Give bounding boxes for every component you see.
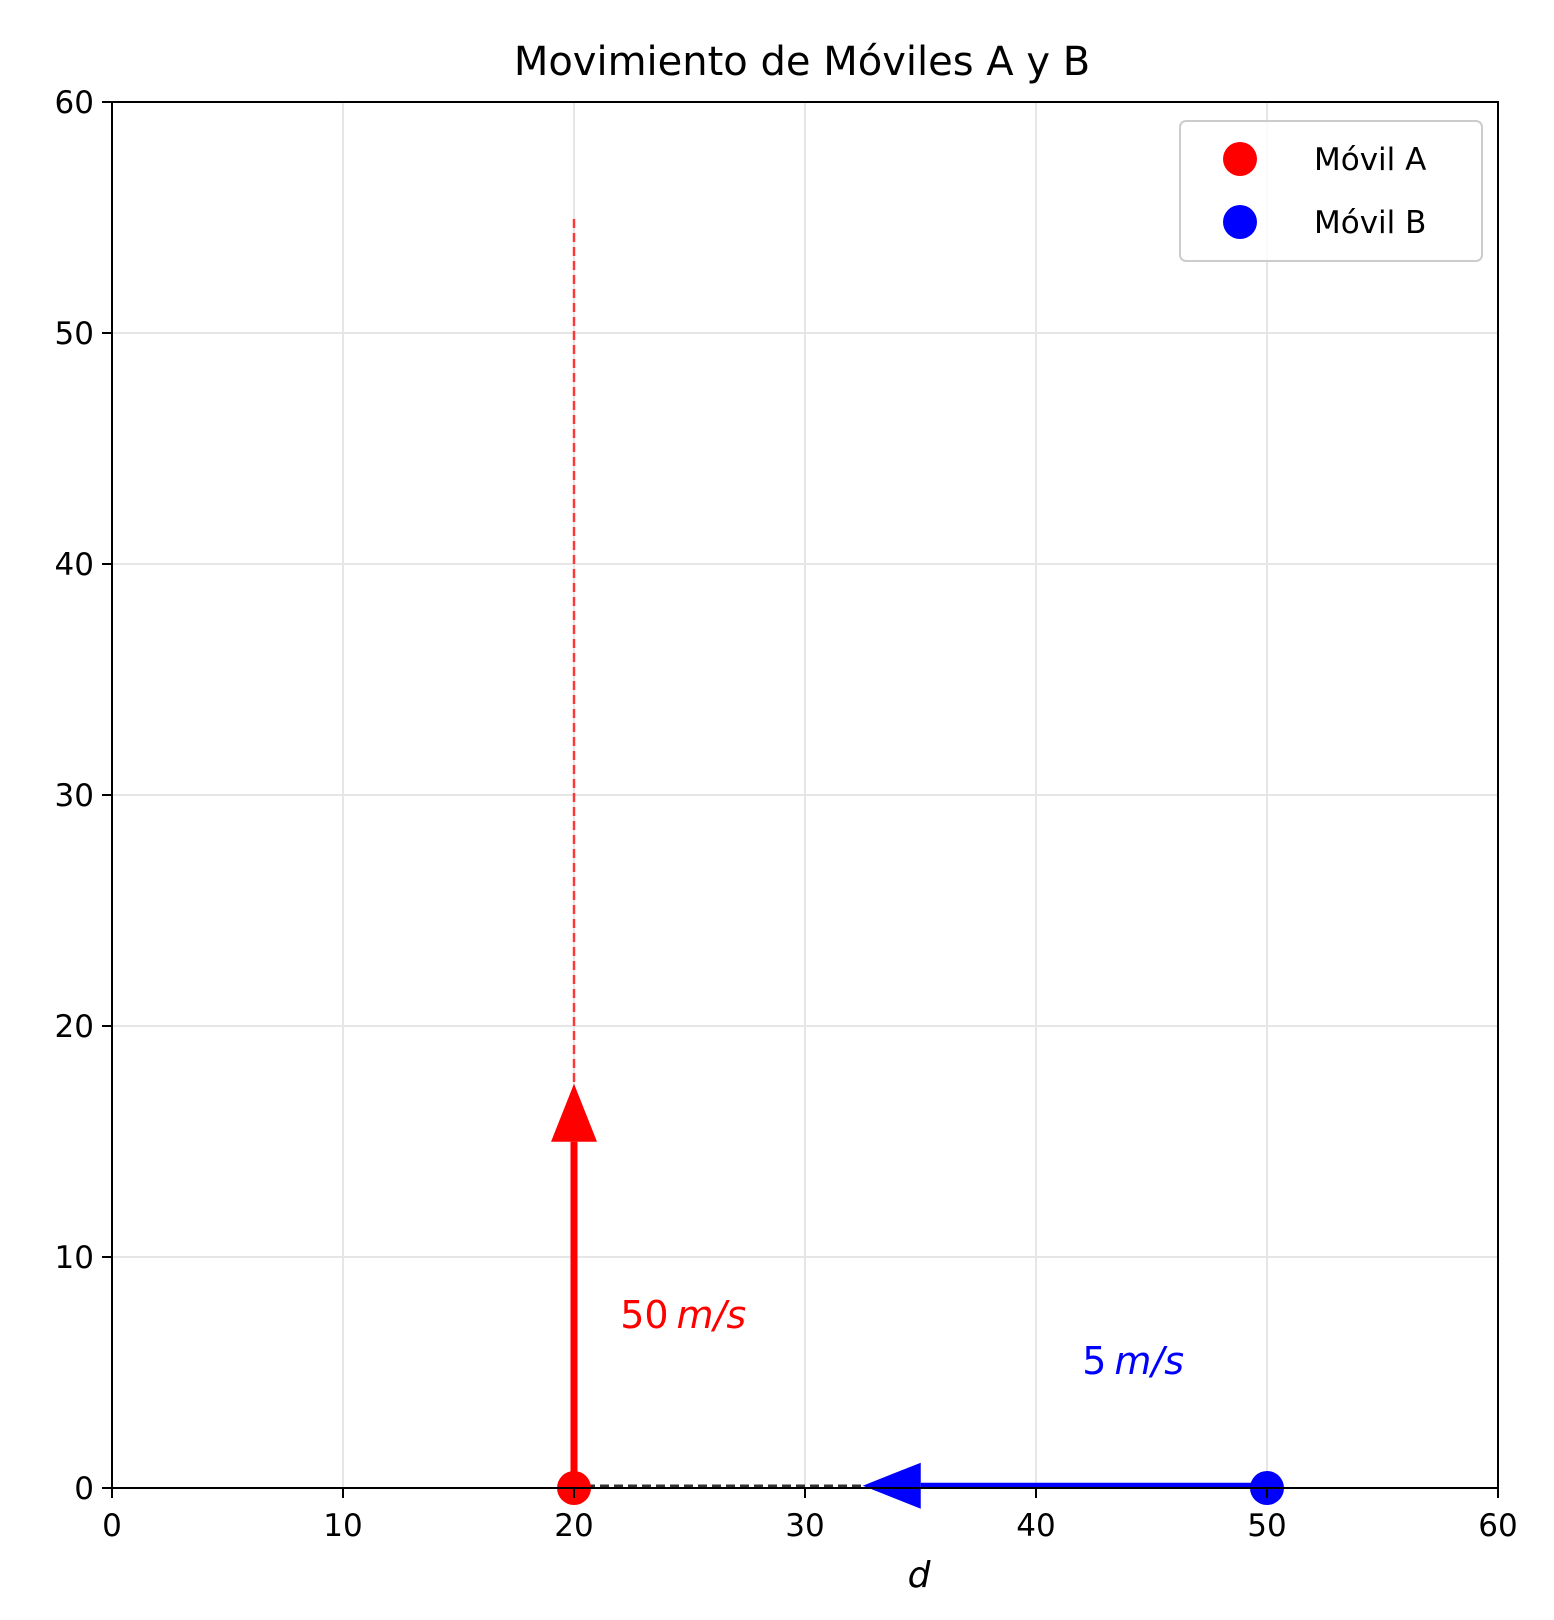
movil-b-velocity-label: 5 m/s	[1082, 1339, 1184, 1383]
x-tick-label: 0	[102, 1508, 122, 1544]
y-tick-label: 20	[55, 1009, 94, 1045]
movil-b-velocity-arrow-head	[862, 1462, 921, 1509]
y-tick-label: 40	[55, 547, 94, 583]
x-tick-label: 50	[1247, 1508, 1286, 1544]
legend-marker-movil-a	[1223, 142, 1257, 176]
y-axis: 0 10 20 30 40 50 60	[55, 85, 112, 1507]
x-axis: 0 10 20 30 40 50 60	[102, 1488, 1518, 1544]
legend-label-movil-a: Móvil A	[1314, 142, 1426, 178]
y-tick-label: 30	[55, 778, 94, 814]
x-tick-label: 60	[1478, 1508, 1517, 1544]
y-tick-label: 0	[74, 1471, 94, 1507]
x-tick-label: 10	[323, 1508, 362, 1544]
chart-title: Movimiento de Móviles A y B	[514, 39, 1090, 85]
legend-label-movil-b: Móvil B	[1314, 205, 1426, 241]
movil-a-velocity-label: 50 m/s	[620, 1293, 746, 1337]
x-tick-label: 30	[785, 1508, 824, 1544]
x-tick-label: 40	[1016, 1508, 1055, 1544]
x-axis-label: d	[908, 1555, 932, 1596]
movil-a-velocity-arrow-head	[551, 1083, 597, 1142]
y-tick-label: 10	[55, 1240, 94, 1276]
y-tick-label: 60	[55, 85, 94, 121]
x-tick-label: 20	[554, 1508, 593, 1544]
legend-marker-movil-b	[1223, 205, 1257, 239]
legend: Móvil A Móvil B	[1179, 120, 1483, 262]
y-tick-label: 50	[55, 316, 94, 352]
